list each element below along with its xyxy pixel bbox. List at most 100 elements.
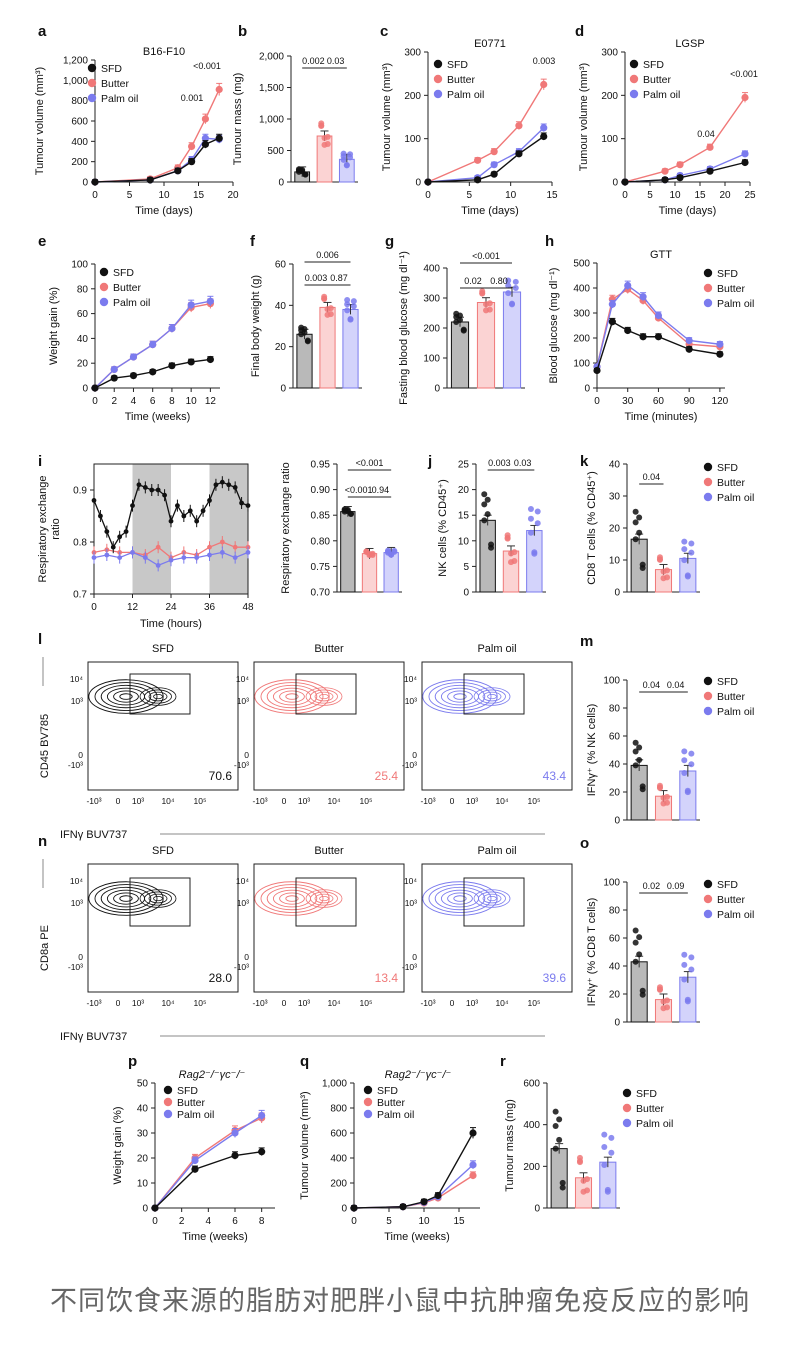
data-point — [344, 307, 351, 314]
data-point — [656, 556, 663, 563]
data-point — [661, 167, 669, 175]
y-tick-label: 10⁴ — [236, 674, 249, 684]
y-axis-label: Tumour volume (mm³) — [578, 63, 590, 171]
p-value-label: <0.001 — [345, 485, 373, 495]
data-point — [206, 297, 214, 305]
x-tick-label: 0 — [116, 796, 121, 806]
x-tick-label: 10⁵ — [360, 796, 373, 806]
data-point — [552, 1145, 559, 1152]
data-point — [187, 301, 195, 309]
x-tick-label: 120 — [712, 396, 729, 407]
x-tick-label: 10³ — [298, 998, 310, 1008]
data-point — [474, 176, 482, 184]
data-point — [168, 557, 174, 563]
data-point — [681, 748, 688, 755]
y-tick-label: 10⁴ — [236, 876, 249, 886]
x-tick-label: 10 — [505, 190, 517, 201]
y-tick-label: 100 — [603, 676, 620, 687]
data-point — [486, 300, 493, 307]
x-tick-label: 15 — [546, 190, 558, 201]
data-point — [676, 174, 684, 182]
y-tick-label: -10³ — [68, 760, 83, 770]
density-contour — [305, 687, 343, 706]
data-point — [258, 1111, 266, 1120]
y-tick-label: 10⁴ — [70, 674, 83, 684]
data-point — [688, 966, 695, 973]
x-tick-label: 60 — [653, 396, 665, 407]
density-contour — [260, 884, 324, 914]
data-point — [469, 1161, 477, 1169]
panel-letter-d: d — [575, 23, 584, 40]
gate-percentage: 43.4 — [543, 769, 567, 783]
data-point — [636, 951, 643, 958]
x-tick-label: 5 — [647, 190, 653, 201]
y-tick-label: 100 — [603, 878, 620, 889]
density-contour — [285, 895, 299, 902]
data-point — [424, 178, 432, 186]
y-tick-label: 60 — [275, 260, 287, 271]
data-point — [484, 496, 491, 503]
y-tick-label: -10³ — [68, 962, 83, 972]
data-point — [363, 548, 370, 555]
density-contour — [113, 892, 139, 905]
legend-a-label: Palm oil — [101, 93, 138, 105]
data-point — [681, 546, 688, 553]
legend-k-label: SFD — [717, 462, 738, 474]
y-tick-label: 200 — [71, 157, 88, 168]
x-axis-label: Time (days) — [461, 205, 519, 217]
gate-box — [129, 877, 191, 927]
y-tick-label: 0 — [534, 1204, 540, 1215]
legend-e-marker — [99, 297, 109, 307]
x-tick-label: 0 — [594, 396, 600, 407]
data-point — [168, 518, 174, 524]
x-tick-label: 5 — [127, 190, 133, 201]
y-tick-label: 600 — [523, 1079, 540, 1090]
y-tick-label: 10³ — [71, 898, 83, 908]
x-tick-label: -10³ — [86, 998, 101, 1008]
x-tick-label: -10³ — [252, 796, 267, 806]
x-tick-label: 0 — [91, 602, 97, 613]
y-tick-label: 10⁴ — [70, 876, 83, 886]
y-tick-label: 200 — [423, 324, 440, 335]
p-value-label: 0.87 — [330, 273, 348, 283]
data-point — [207, 552, 212, 558]
x-tick-label: -10³ — [420, 796, 435, 806]
series-line-sfd — [624, 161, 746, 183]
data-point — [632, 519, 639, 526]
x-tick-label: 0 — [622, 190, 628, 201]
y-tick-label: 80 — [609, 704, 621, 715]
data-point — [219, 479, 225, 485]
p-value-label: <0.001 — [193, 61, 221, 71]
p-value-label: 0.04 — [667, 680, 685, 690]
data-point — [608, 1134, 615, 1141]
data-point — [155, 487, 161, 493]
data-point — [621, 178, 629, 186]
data-point — [664, 997, 671, 1004]
data-point — [490, 148, 498, 156]
data-point — [681, 961, 688, 968]
data-point — [399, 1203, 407, 1211]
y-tick-label: 80 — [609, 906, 621, 917]
data-point — [385, 549, 392, 556]
data-point — [593, 366, 601, 375]
x-tick-label: 0 — [92, 190, 98, 201]
p-value-label: 0.04 — [643, 472, 661, 482]
legend-m-label: Butter — [717, 691, 746, 703]
y-tick-label: 10³ — [405, 898, 417, 908]
legend-q-marker — [363, 1109, 373, 1119]
data-point — [168, 324, 176, 333]
y-tick-label: 20 — [77, 359, 89, 370]
data-point — [162, 492, 167, 498]
panel-i: 0 12 24 36 48 0.7 0.8 0.9 Time (hours) Respirator… — [37, 463, 254, 630]
chart-title: Rag2⁻/⁻γc⁻/⁻ — [179, 1069, 246, 1081]
density-contour — [148, 691, 168, 702]
data-point — [688, 549, 695, 556]
y-axis-label: IFNγ⁺ (% NK cells) — [586, 704, 598, 797]
y-tick-label: 0 — [341, 1204, 347, 1215]
data-point — [601, 1161, 608, 1168]
data-point — [676, 161, 684, 169]
x-tick-label: 10⁵ — [194, 796, 207, 806]
gate-percentage: 25.4 — [375, 769, 399, 783]
p-value-label: 0.94 — [372, 485, 390, 495]
density-contour — [314, 893, 334, 904]
